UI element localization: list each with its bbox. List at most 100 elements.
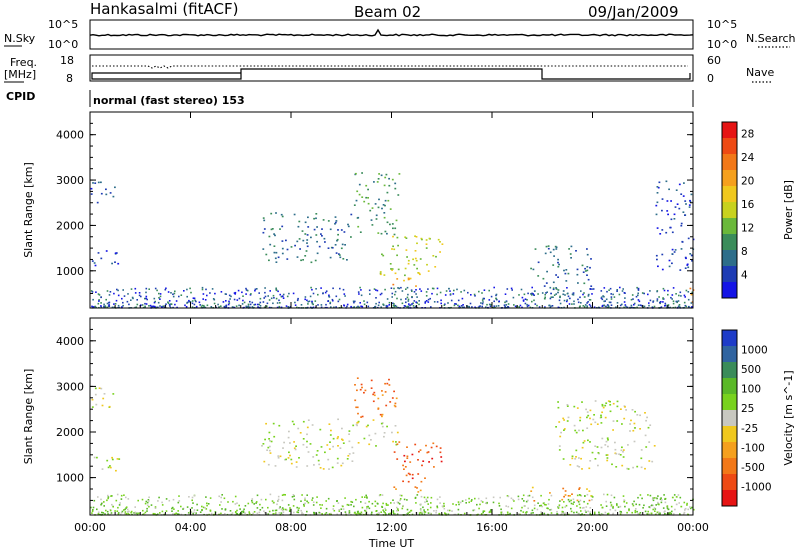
data-point <box>376 289 379 292</box>
data-point <box>577 301 580 304</box>
data-point <box>288 510 291 512</box>
data-point <box>281 247 284 250</box>
data-point <box>242 510 245 512</box>
data-point <box>423 513 426 516</box>
data-point <box>148 505 150 508</box>
data-point <box>606 304 609 306</box>
data-point <box>383 435 385 438</box>
data-point <box>144 297 146 300</box>
data-point <box>683 501 686 504</box>
data-point <box>172 498 175 501</box>
data-point <box>663 511 666 513</box>
data-point <box>310 236 312 239</box>
data-point <box>157 500 159 502</box>
data-point <box>100 305 102 307</box>
data-point <box>382 254 385 257</box>
data-point <box>373 394 376 397</box>
data-point <box>689 199 691 202</box>
data-point <box>396 458 399 460</box>
data-point <box>277 500 279 502</box>
data-point <box>130 510 133 513</box>
data-point <box>365 196 368 199</box>
data-point <box>269 440 271 442</box>
data-point <box>351 460 354 462</box>
data-point <box>660 301 662 303</box>
data-point <box>452 293 455 295</box>
data-point <box>420 495 423 498</box>
data-point <box>354 300 356 303</box>
data-point <box>331 466 334 469</box>
data-point <box>91 398 94 401</box>
data-point <box>406 457 409 459</box>
data-point <box>589 299 592 301</box>
data-point <box>306 494 308 496</box>
data-point <box>684 214 686 216</box>
data-point <box>630 419 632 422</box>
data-point <box>653 497 656 499</box>
data-point <box>115 499 118 502</box>
data-point <box>91 260 94 262</box>
data-point <box>263 297 265 299</box>
data-point <box>679 513 681 515</box>
data-point <box>175 512 177 515</box>
data-point <box>625 305 627 308</box>
data-point <box>98 387 101 389</box>
data-point <box>222 301 225 303</box>
data-point <box>196 503 198 506</box>
data-point <box>268 445 271 448</box>
data-point <box>432 255 435 257</box>
data-point <box>673 251 676 253</box>
data-point <box>426 500 428 503</box>
data-point <box>178 513 180 516</box>
data-point <box>393 502 395 504</box>
data-point <box>556 510 558 513</box>
data-point <box>672 300 675 302</box>
data-point <box>649 424 652 426</box>
data-point <box>249 303 252 306</box>
data-point <box>303 505 305 507</box>
data-point <box>347 455 350 457</box>
data-point <box>616 420 619 422</box>
data-point <box>435 509 438 512</box>
data-point <box>148 500 150 502</box>
data-point <box>660 306 663 308</box>
data-point <box>658 181 661 184</box>
data-point <box>265 253 268 256</box>
data-point <box>346 458 349 460</box>
data-point <box>386 305 389 307</box>
data-point <box>368 507 371 510</box>
data-point <box>415 305 417 308</box>
data-point <box>307 300 309 303</box>
data-point <box>301 230 304 232</box>
data-point <box>606 513 609 515</box>
data-point <box>241 303 244 305</box>
data-point <box>168 499 171 502</box>
y-tick-label: 4000 <box>56 129 84 142</box>
data-point <box>307 226 310 228</box>
data-point <box>286 295 289 298</box>
data-point <box>146 501 149 504</box>
data-point <box>471 306 473 308</box>
noise-panel: 10^5 10^0 10^5 10^0 N.Sky N.Search <box>4 18 796 51</box>
data-point <box>422 506 424 509</box>
data-point <box>333 306 335 309</box>
data-point <box>262 301 265 303</box>
data-point <box>302 513 305 515</box>
data-point <box>500 511 502 514</box>
data-point <box>594 445 597 447</box>
data-point <box>199 511 202 513</box>
data-point <box>106 459 109 462</box>
data-point <box>500 513 503 516</box>
data-point <box>322 219 325 221</box>
data-point <box>108 294 111 296</box>
data-point <box>356 406 359 409</box>
data-point <box>640 449 643 451</box>
freq-panel: 18 8 60 0 Freq. [MHz] Nave <box>4 54 774 85</box>
data-point <box>253 511 256 513</box>
data-point <box>367 188 369 191</box>
data-point <box>630 304 633 307</box>
data-point <box>347 504 350 506</box>
data-point <box>610 296 613 298</box>
data-point <box>590 285 593 287</box>
data-point <box>573 303 575 305</box>
